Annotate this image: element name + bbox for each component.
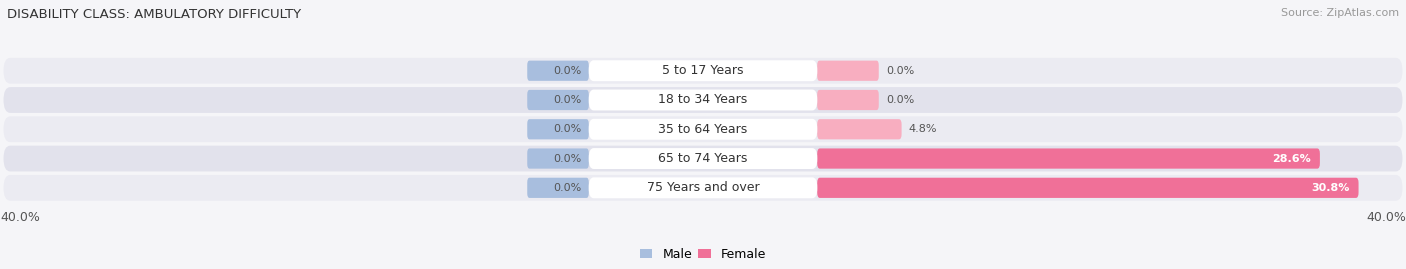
FancyBboxPatch shape [527, 119, 589, 139]
Text: 0.0%: 0.0% [554, 154, 582, 164]
Text: 0.0%: 0.0% [554, 66, 582, 76]
Text: Source: ZipAtlas.com: Source: ZipAtlas.com [1281, 8, 1399, 18]
FancyBboxPatch shape [4, 58, 1402, 84]
FancyBboxPatch shape [4, 87, 1402, 113]
Text: 0.0%: 0.0% [886, 66, 914, 76]
Text: 40.0%: 40.0% [1367, 211, 1406, 224]
Legend: Male, Female: Male, Female [640, 248, 766, 261]
FancyBboxPatch shape [589, 148, 817, 169]
Text: 5 to 17 Years: 5 to 17 Years [662, 64, 744, 77]
FancyBboxPatch shape [817, 178, 1358, 198]
FancyBboxPatch shape [4, 175, 1402, 201]
FancyBboxPatch shape [817, 148, 1320, 169]
FancyBboxPatch shape [4, 116, 1402, 142]
FancyBboxPatch shape [589, 60, 817, 81]
Text: DISABILITY CLASS: AMBULATORY DIFFICULTY: DISABILITY CLASS: AMBULATORY DIFFICULTY [7, 8, 301, 21]
Text: 30.8%: 30.8% [1312, 183, 1350, 193]
FancyBboxPatch shape [527, 148, 589, 169]
Text: 0.0%: 0.0% [886, 95, 914, 105]
FancyBboxPatch shape [527, 90, 589, 110]
FancyBboxPatch shape [589, 119, 817, 140]
FancyBboxPatch shape [589, 177, 817, 198]
FancyBboxPatch shape [527, 178, 589, 198]
Text: 4.8%: 4.8% [908, 124, 938, 134]
FancyBboxPatch shape [817, 90, 879, 110]
Text: 35 to 64 Years: 35 to 64 Years [658, 123, 748, 136]
Text: 0.0%: 0.0% [554, 183, 582, 193]
FancyBboxPatch shape [527, 61, 589, 81]
Text: 0.0%: 0.0% [554, 95, 582, 105]
FancyBboxPatch shape [817, 119, 901, 139]
Text: 40.0%: 40.0% [0, 211, 39, 224]
Text: 75 Years and over: 75 Years and over [647, 181, 759, 194]
Text: 65 to 74 Years: 65 to 74 Years [658, 152, 748, 165]
Text: 18 to 34 Years: 18 to 34 Years [658, 94, 748, 107]
FancyBboxPatch shape [4, 146, 1402, 171]
Text: 0.0%: 0.0% [554, 124, 582, 134]
Text: 28.6%: 28.6% [1272, 154, 1312, 164]
FancyBboxPatch shape [589, 90, 817, 111]
FancyBboxPatch shape [817, 61, 879, 81]
